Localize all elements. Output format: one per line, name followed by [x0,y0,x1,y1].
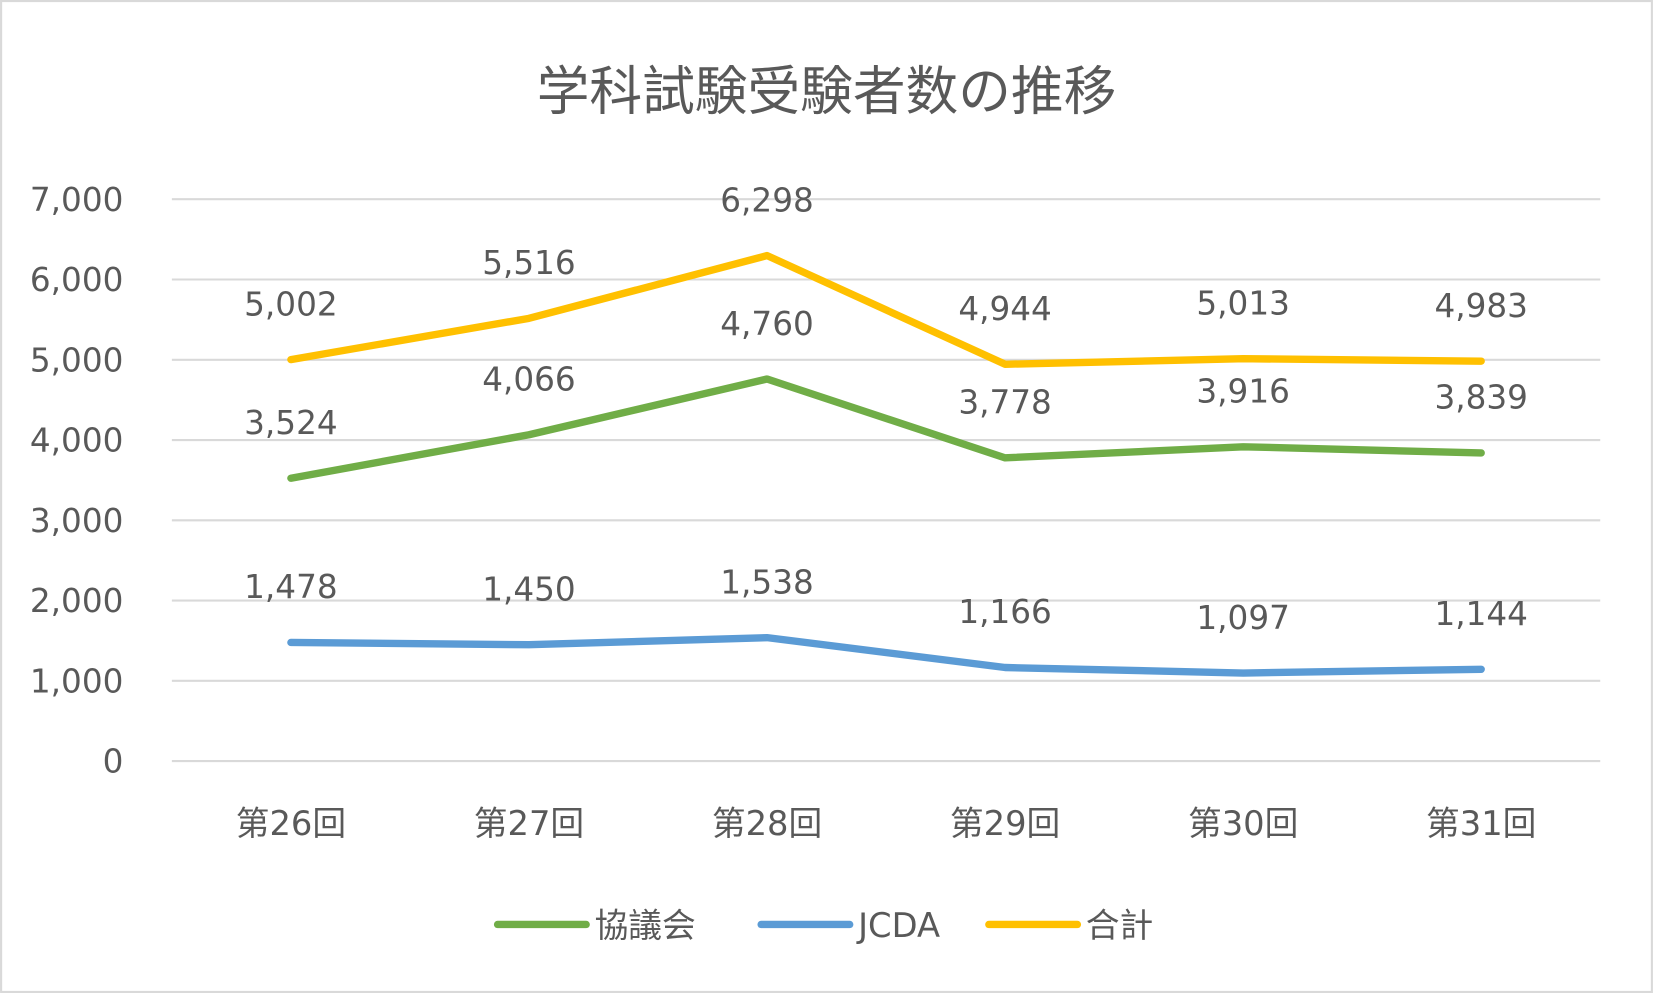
legend-label: 合計 [1086,906,1153,945]
legend-label: 協議会 [595,906,696,945]
legend-item: 合計 [985,906,1153,945]
legend-item: JCDA [757,906,940,945]
data-label: 3,524 [244,404,338,442]
data-label: 1,450 [482,570,575,608]
y-tick-label: 2,000 [30,582,124,620]
legend-label: JCDA [856,906,940,945]
series-line-0 [287,375,1485,482]
x-axis: 第26回 第27回 第28回 第29回 第30回 第31回 [236,804,1537,843]
data-label: 1,166 [958,593,1052,631]
data-label: 1,478 [244,568,338,606]
data-label: 3,916 [1196,372,1290,410]
data-label: 5,002 [244,285,338,323]
y-tick-label: 5,000 [30,341,124,379]
x-tick-label: 第29回 [950,804,1060,843]
y-axis: 0 1,000 2,000 3,000 4,000 5,000 6,000 7,000 [30,181,124,781]
x-tick-label: 第28回 [712,804,822,843]
legend: 協議会 JCDA 合計 [493,906,1153,945]
series-lines [287,251,1485,677]
y-tick-label: 6,000 [30,261,124,299]
data-label: 1,144 [1434,595,1528,633]
y-tick-label: 3,000 [30,502,124,540]
series-line-1 [287,633,1485,677]
y-tick-label: 7,000 [30,181,124,219]
y-tick-label: 0 [103,743,124,781]
gridlines [171,198,1601,763]
legend-item: 協議会 [493,906,696,945]
series-line-2 [287,251,1485,368]
data-labels: 3,524 4,066 4,760 3,778 3,916 3,839 1,478 1,450… [244,181,1528,636]
x-tick-label: 第27回 [474,804,584,843]
data-label: 5,013 [1196,284,1290,322]
y-tick-label: 4,000 [30,422,124,460]
data-label: 3,778 [958,384,1052,422]
data-label: 1,538 [720,563,814,601]
data-label: 1,097 [1196,599,1290,637]
x-tick-label: 第26回 [236,804,346,843]
y-tick-label: 1,000 [30,662,124,700]
data-label: 4,983 [1434,287,1528,325]
data-label: 5,516 [482,244,575,282]
data-label: 6,298 [720,181,814,219]
data-label: 4,944 [958,290,1052,328]
data-label: 4,760 [720,305,814,343]
x-tick-label: 第31回 [1426,804,1536,843]
chart-title: 学科試験受験者数の推移 [537,62,1117,123]
data-label: 4,066 [482,360,575,398]
data-label: 3,839 [1434,379,1528,417]
x-tick-label: 第30回 [1188,804,1298,843]
